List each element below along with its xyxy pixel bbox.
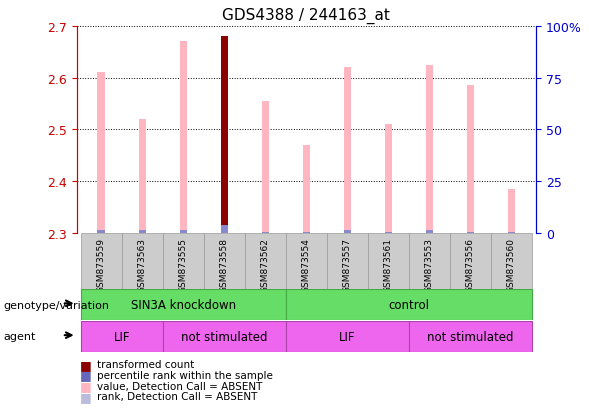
Text: GSM873555: GSM873555 (178, 238, 188, 293)
Bar (286, 233, 327, 289)
Text: genotype/variation: genotype/variation (3, 300, 109, 310)
Text: percentile rank within the sample: percentile rank within the sample (97, 370, 273, 380)
Bar (81, 321, 163, 352)
Text: GSM873553: GSM873553 (425, 238, 434, 293)
Bar (180, 231, 187, 233)
Bar (262, 102, 269, 233)
Bar (303, 145, 310, 233)
Bar (220, 37, 228, 233)
Text: not stimulated: not stimulated (427, 330, 514, 343)
Bar (286, 321, 409, 352)
Bar (81, 289, 286, 320)
Text: rank, Detection Call = ABSENT: rank, Detection Call = ABSENT (97, 392, 257, 401)
Bar (426, 231, 433, 233)
Text: control: control (388, 298, 429, 311)
Bar (385, 232, 392, 233)
Bar (450, 233, 491, 289)
Bar (262, 232, 269, 233)
Text: LIF: LIF (339, 330, 356, 343)
Text: GSM873562: GSM873562 (261, 238, 270, 292)
Text: ■: ■ (80, 368, 91, 382)
Bar (466, 86, 474, 233)
Bar (81, 233, 122, 289)
Bar (180, 43, 187, 233)
Text: value, Detection Call = ABSENT: value, Detection Call = ABSENT (97, 381, 263, 391)
Bar (163, 233, 204, 289)
Text: GSM873560: GSM873560 (507, 238, 516, 293)
Bar (98, 231, 105, 233)
Bar (286, 289, 532, 320)
Bar (385, 125, 392, 233)
Text: not stimulated: not stimulated (181, 330, 267, 343)
Text: ■: ■ (80, 379, 91, 392)
Bar (409, 233, 450, 289)
Bar (122, 233, 163, 289)
Title: GDS4388 / 244163_at: GDS4388 / 244163_at (222, 8, 391, 24)
Bar (220, 225, 228, 233)
Bar (409, 321, 532, 352)
Bar (303, 232, 310, 233)
Bar (204, 233, 245, 289)
Text: GSM873563: GSM873563 (138, 238, 147, 293)
Bar (508, 190, 515, 233)
Text: ■: ■ (80, 358, 91, 371)
Text: GSM873557: GSM873557 (343, 238, 352, 293)
Text: GSM873561: GSM873561 (384, 238, 393, 293)
Bar (426, 66, 433, 233)
Bar (98, 74, 105, 233)
Bar (466, 232, 474, 233)
Bar (368, 233, 409, 289)
Text: GSM873559: GSM873559 (97, 238, 105, 293)
Text: LIF: LIF (114, 330, 130, 343)
Bar (508, 232, 515, 233)
Text: GSM873554: GSM873554 (302, 238, 311, 292)
Text: transformed count: transformed count (97, 359, 194, 369)
Bar (245, 233, 286, 289)
Text: ■: ■ (80, 390, 91, 403)
Bar (343, 231, 351, 233)
Bar (138, 231, 146, 233)
Text: SIN3A knockdown: SIN3A knockdown (131, 298, 236, 311)
Bar (163, 321, 286, 352)
Text: agent: agent (3, 332, 35, 342)
Text: GSM873556: GSM873556 (466, 238, 475, 293)
Bar (327, 233, 368, 289)
Bar (343, 68, 351, 233)
Text: GSM873558: GSM873558 (220, 238, 229, 293)
Bar (491, 233, 532, 289)
Bar (138, 120, 146, 233)
